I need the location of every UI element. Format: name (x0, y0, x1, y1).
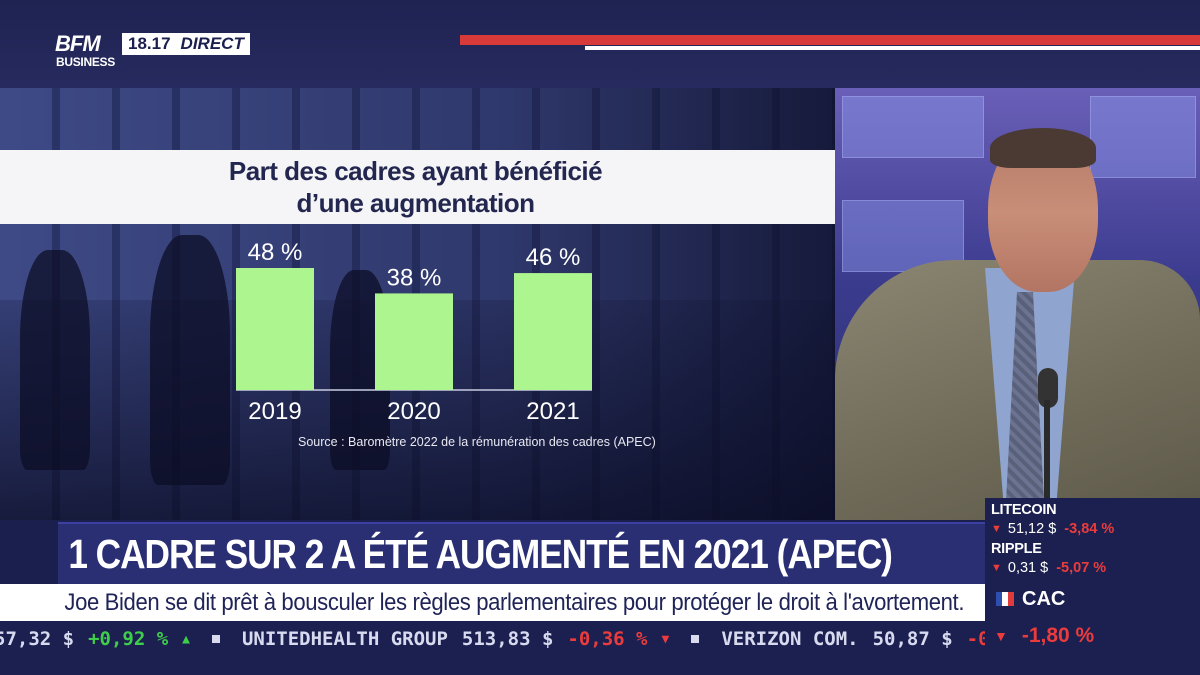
chart-category-label: 2020 (387, 398, 440, 425)
ticker-name: VERIZON COM. (721, 628, 859, 650)
ticker-value: 57,32 $ (0, 628, 75, 650)
microphone-icon (1038, 368, 1058, 408)
channel-logo: BFM BUSINESS (55, 33, 117, 73)
news-crawl-text: Joe Biden se dit prêt à bousculer les rè… (64, 588, 965, 616)
chart-title-line-2: d’une augmentation (296, 188, 536, 218)
market-price: 0,31 $ (1007, 560, 1049, 576)
ticker-value: 50,87 $ (872, 628, 953, 650)
triangle-down-icon: ▼ (994, 628, 1008, 644)
market-panel: LITECOIN ▼ 51,12 $ -3,84 % RIPPLE ▼ 0,31… (985, 498, 1200, 675)
chart-bar (514, 273, 592, 390)
market-name-ripple: RIPPLE (991, 541, 1042, 557)
market-row-litecoin: ▼ 51,12 $ -3,84 % (991, 521, 1114, 537)
microphone-stand (1044, 400, 1050, 520)
chart-title-band (0, 150, 835, 224)
presenter-hair (990, 128, 1096, 168)
chart-value-label: 46 % (526, 244, 581, 271)
ticker-separator-icon (211, 635, 220, 643)
chart-value-label: 48 % (248, 239, 303, 266)
ticker-change: -0,14 (966, 628, 985, 650)
studio-screen (842, 96, 984, 158)
chart-bar (375, 293, 453, 390)
market-change: -1,80 % (1021, 624, 1095, 647)
market-name-cac: CAC (1022, 588, 1066, 610)
clock-time: 18.17 (128, 34, 171, 53)
ticker-change: +0,92 % (88, 628, 169, 650)
market-price: 51,12 $ (1007, 521, 1057, 537)
header-accent-line (585, 46, 1200, 50)
triangle-up-icon: ▲ (182, 631, 190, 647)
chart-title-line-1: Part des cadres ayant bénéficié (228, 156, 603, 186)
chart-category-label: 2019 (248, 398, 301, 425)
french-flag-icon (996, 592, 1014, 606)
headline-banner: 1 CADRE SUR 2 A ÉTÉ AUGMENTÉ EN 2021 (AP… (58, 522, 985, 584)
ticker-row: 57,32 $ +0,92 % ▲ UNITEDHEALTH GROUP 513… (0, 625, 985, 653)
ticker-separator-icon (691, 635, 700, 643)
ticker-change: -0,36 % (567, 628, 648, 650)
ticker-name: UNITEDHEALTH GROUP (241, 628, 448, 650)
stock-ticker: 57,32 $ +0,92 % ▲ UNITEDHEALTH GROUP 513… (0, 621, 985, 675)
chart-title: Part des cadres ayant bénéficié d’une au… (0, 150, 835, 224)
logo-wordmark: BFM (55, 31, 101, 56)
clock-badge: 18.17 DIRECT (122, 33, 250, 55)
chart-value-label: 38 % (387, 264, 442, 291)
triangle-down-icon: ▼ (661, 631, 670, 647)
market-name-litecoin: LITECOIN (991, 502, 1057, 518)
headline-text: 1 CADRE SUR 2 A ÉTÉ AUGMENTÉ EN 2021 (AP… (68, 531, 893, 577)
news-crawl: Joe Biden se dit prêt à bousculer les rè… (0, 584, 985, 621)
market-change: -3,84 % (1064, 521, 1115, 537)
logo-subtitle: BUSINESS (56, 55, 115, 69)
bar-chart: 48 % 2019 38 % 2020 46 % 2021 (236, 239, 592, 425)
background-person-silhouette (20, 250, 90, 470)
background-person-silhouette (150, 235, 230, 485)
market-row-cac: ▼ -1,80 % (994, 624, 1094, 648)
triangle-down-icon: ▼ (991, 523, 1002, 535)
market-row-ripple: ▼ 0,31 $ -5,07 % (991, 560, 1106, 576)
header-accent-bar (460, 35, 1200, 45)
ticker-value: 513,83 $ (461, 628, 554, 650)
live-label: DIRECT (180, 34, 244, 53)
chart-bar (236, 268, 314, 390)
triangle-down-icon: ▼ (991, 562, 1002, 574)
chart-category-label: 2021 (526, 398, 579, 425)
market-change: -5,07 % (1056, 560, 1107, 576)
studio-screen (1090, 96, 1196, 178)
chart-source: Source : Baromètre 2022 de la rémunérati… (298, 435, 656, 449)
